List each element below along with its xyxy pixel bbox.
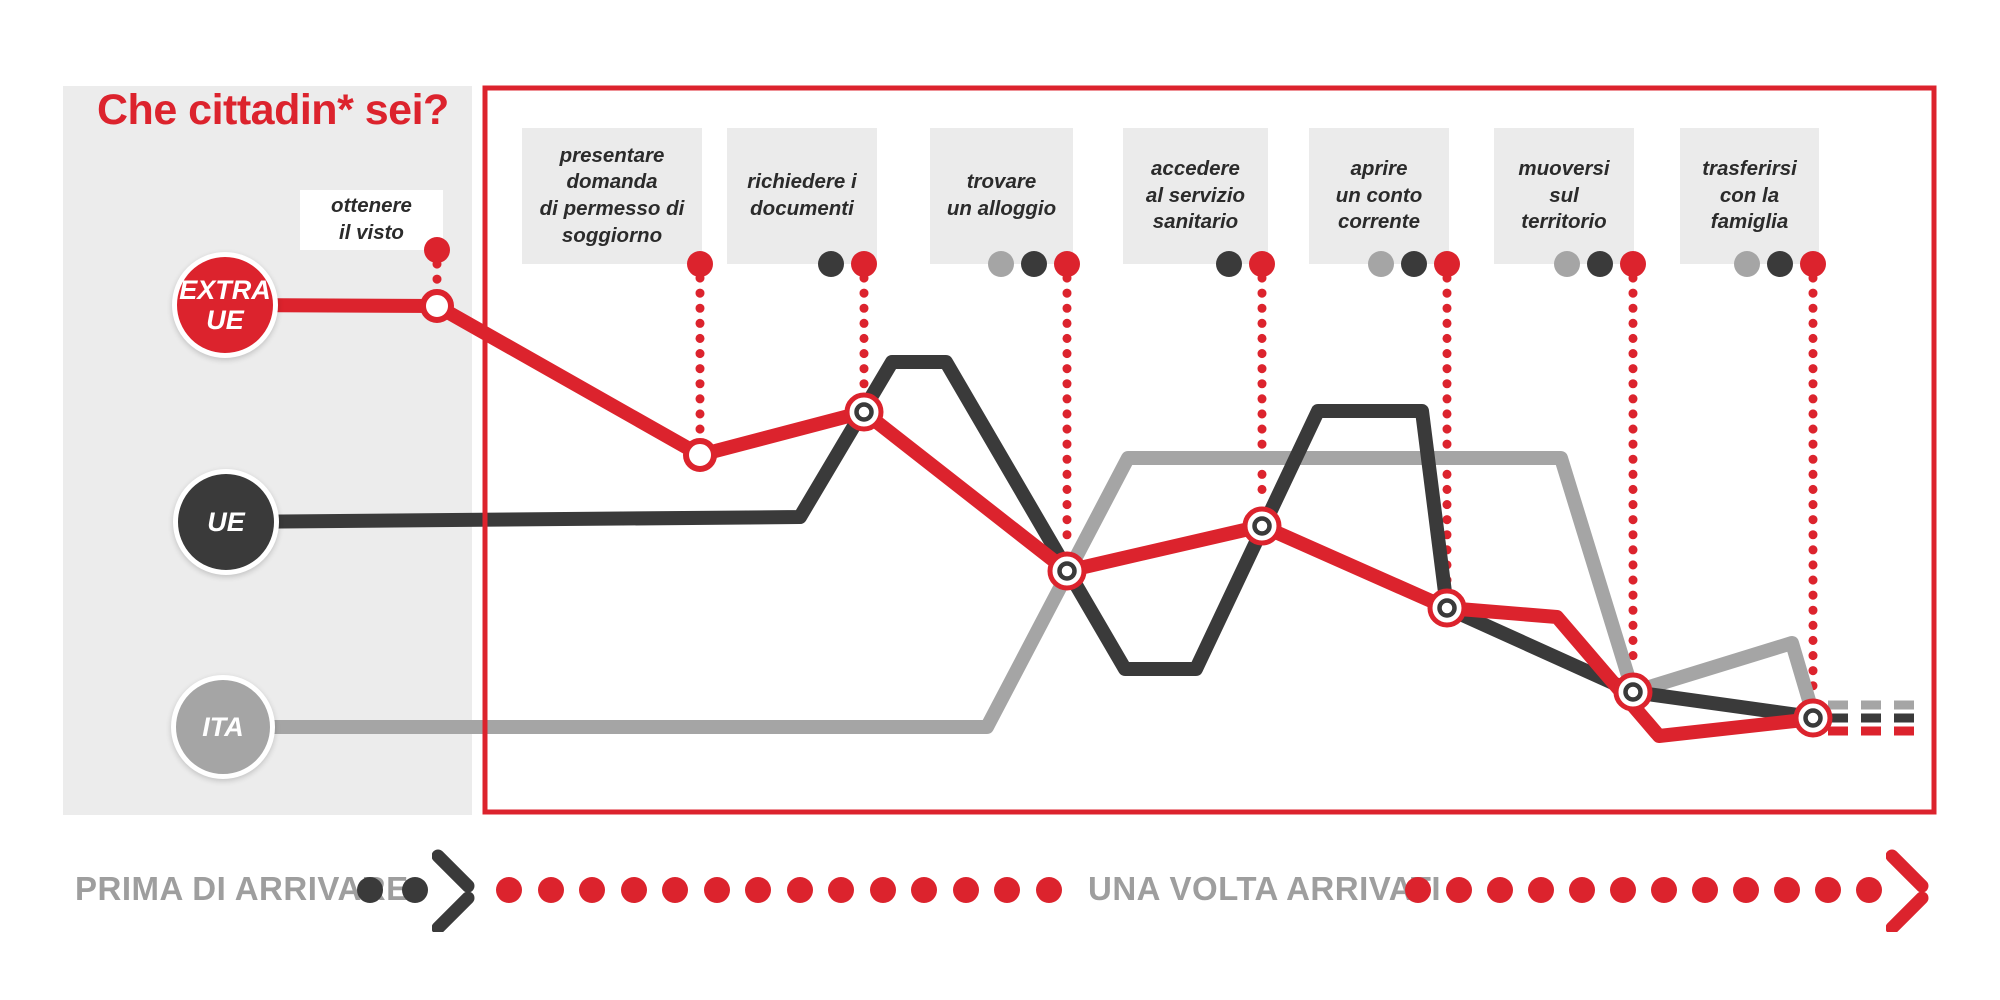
journey-frame-border [482,85,1937,815]
step-dot-red-territorio [1620,251,1646,277]
footer-dot-red [911,877,937,903]
footer-dot-red [1569,877,1595,903]
footer-dot-red [1528,877,1554,903]
footer-dot-red [1035,877,1062,903]
footer-dot-red [1692,877,1718,903]
step-label-documenti: richiedere i documenti [727,128,877,264]
footer-dot-red [496,877,522,903]
after-arrival-label: UNA VOLTA ARRIVATI [1088,870,1442,908]
footer-dot-red [745,877,771,903]
step-dot-dark-territorio [1587,251,1613,277]
footer-dot-red [703,877,730,903]
step-label-permesso: presentare domanda di permesso di soggio… [522,128,702,264]
footer-dot-dark [402,877,428,903]
journey-line-extra-ue [218,298,1820,743]
step-dot-red-permesso [687,251,713,277]
step-dot-red-sanitario [1249,251,1275,277]
footer-dot-dark [357,877,383,903]
step-dot-gray-alloggio [988,251,1014,277]
profile-extra-ue: EXTRA UE [172,252,278,358]
footer-dot-red [620,877,647,903]
footer-dot-red [662,877,688,903]
step-label-visto: ottenere il visto [300,190,443,250]
footer-dot-red [579,877,605,903]
node-target-inner-conto [1437,598,1457,618]
step-label-famiglia: trasferirsi con la famiglia [1680,128,1819,264]
node-target-inner-sanitario [1252,516,1272,536]
before-arrival-label: PRIMA DI ARRIVARE [75,870,409,908]
step-dot-dark-sanitario [1216,251,1242,277]
chevron-right-red-icon [1886,849,1929,932]
footer-dot-red [1446,877,1472,903]
footer-dot-red [994,877,1020,903]
footer-dot-red [1405,877,1431,903]
step-label-conto: aprire un conto corrente [1309,128,1449,264]
node-target-inner-famiglia [1803,708,1823,728]
footer-dot-red [1774,877,1800,903]
step-dot-red-documenti [851,251,877,277]
footer-dot-red [1487,877,1513,903]
node-open-permesso [683,438,717,472]
step-dot-red-conto [1434,251,1460,277]
footer-dot-red [1610,877,1636,903]
node-open-visto [420,289,454,323]
profile-ue: UE [173,469,279,575]
journey-line-ita [216,451,1820,734]
step-dot-red-visto [424,237,450,263]
step-dot-gray-famiglia [1734,251,1760,277]
page-title: Che cittadin* sei? [97,86,449,134]
step-label-sanitario: accedere al servizio sanitario [1123,128,1268,264]
footer-dot-red [1733,877,1759,903]
step-dot-gray-territorio [1554,251,1580,277]
step-label-territorio: muoversi sul territorio [1494,128,1634,264]
footer-dot-red [828,877,854,903]
step-dot-dark-famiglia [1767,251,1793,277]
step-dot-dark-documenti [818,251,844,277]
node-target-inner-documenti [854,402,874,422]
step-label-alloggio: trovare un alloggio [930,128,1073,264]
step-dot-gray-conto [1368,251,1394,277]
profile-ita: ITA [171,675,275,779]
footer-dot-red [952,877,979,903]
footer-dot-red [786,877,813,903]
step-dot-red-alloggio [1054,251,1080,277]
chevron-right-dark-icon [432,849,475,932]
step-dot-dark-conto [1401,251,1427,277]
footer-dot-red [869,877,896,903]
step-dot-red-famiglia [1800,251,1826,277]
footer-dot-red [1815,877,1841,903]
node-target-inner-alloggio [1057,561,1077,581]
footer-dot-red [537,877,564,903]
footer-dot-red [1856,877,1882,903]
footer-dot-red [1651,877,1677,903]
node-target-inner-territorio [1623,682,1643,702]
step-dot-dark-alloggio [1021,251,1047,277]
